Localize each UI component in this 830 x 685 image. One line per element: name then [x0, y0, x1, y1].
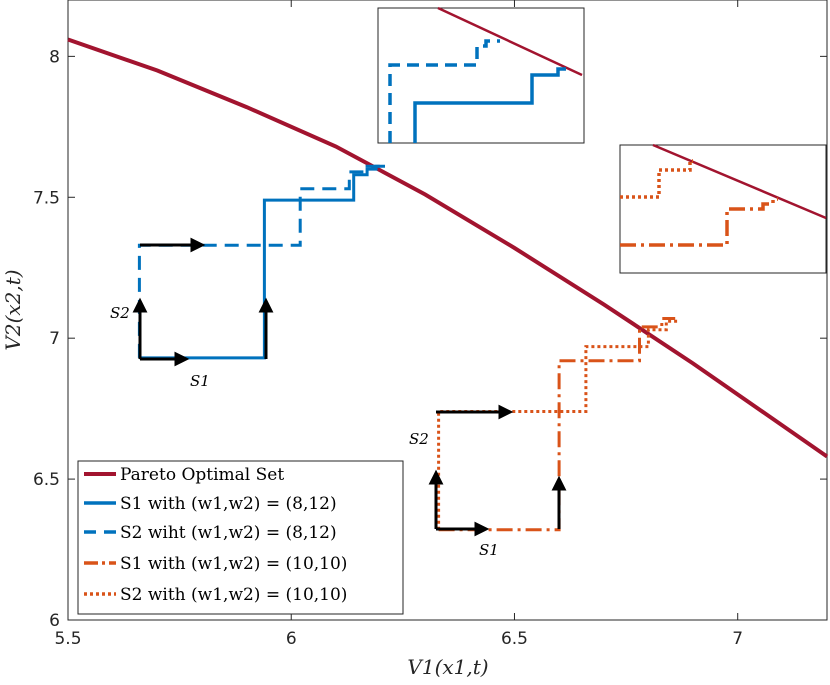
arrowhead-s2-blue: [132, 297, 148, 313]
legend-label-s2-blue: S2 wiht (w1,w2) = (8,12): [120, 523, 337, 543]
y-axis-title: V2(x2,t): [1, 269, 25, 350]
y-tick-label: 6.5: [33, 470, 60, 490]
inset-blue-s2: [388, 39, 500, 143]
plot-frame: [67, 0, 828, 621]
annotation-s2-orange: S2: [409, 430, 429, 448]
x-tick-label: 5.5: [54, 629, 81, 649]
annotation-s1-blue: S1: [190, 372, 210, 390]
y-tick-label: 8: [49, 47, 60, 67]
y-tick-label: 6: [49, 611, 60, 631]
x-tick-label: 7: [732, 629, 743, 649]
arrowhead-s1-blue: [174, 351, 190, 367]
legend-label-s2-orange: S2 with (w1,w2) = (10,10): [120, 585, 347, 605]
inset-orange-s1: [620, 197, 778, 247]
legend-label-s1-orange: S1 with (w1,w2) = (10,10): [120, 554, 347, 574]
inset-blue-zoom: [377, 6, 585, 144]
inset-blue-s1: [413, 67, 566, 143]
arrowhead-s1-blue-up: [258, 297, 274, 313]
arrowhead-s2-orange-top: [498, 404, 514, 420]
s2-w10-10-line: [437, 319, 680, 530]
x-tick-label: 6: [286, 629, 297, 649]
inset-orange-frame: [619, 144, 827, 274]
arrowhead-s2-blue-top: [190, 237, 206, 253]
inset-orange-zoom: [619, 143, 827, 274]
inset-orange-s2: [620, 159, 693, 199]
s2-w8-12-line: [137, 164, 381, 358]
x-tick-label: 6.5: [501, 629, 528, 649]
annotation-s1-orange: S1: [479, 541, 499, 559]
inset-blue-pareto: [437, 6, 583, 77]
s1-w8-12-line: [139, 164, 385, 360]
legend-box: [77, 460, 404, 615]
legend-label-s1-blue: S1 with (w1,w2) = (8,12): [120, 494, 337, 514]
pareto-optimal-set-line: [67, 37, 829, 459]
annotation-s2-blue: S2: [110, 304, 130, 322]
x-axis-title: V1(x1,t): [407, 655, 488, 679]
y-tick-label: 7: [49, 329, 60, 349]
arrowhead-s1-orange: [474, 521, 490, 537]
arrowhead-s1-orange-up: [551, 475, 567, 491]
legend-label-pareto: Pareto Optimal Set: [120, 465, 284, 485]
direction-arrows: [132, 237, 567, 537]
legend: Pareto Optimal Set S1 with (w1,w2) = (8,…: [77, 460, 404, 615]
inset-orange-pareto: [652, 143, 827, 220]
y-tick-label: 7.5: [33, 188, 60, 208]
arrowhead-s2-orange: [428, 469, 444, 485]
s1-w10-10-line: [438, 317, 676, 532]
